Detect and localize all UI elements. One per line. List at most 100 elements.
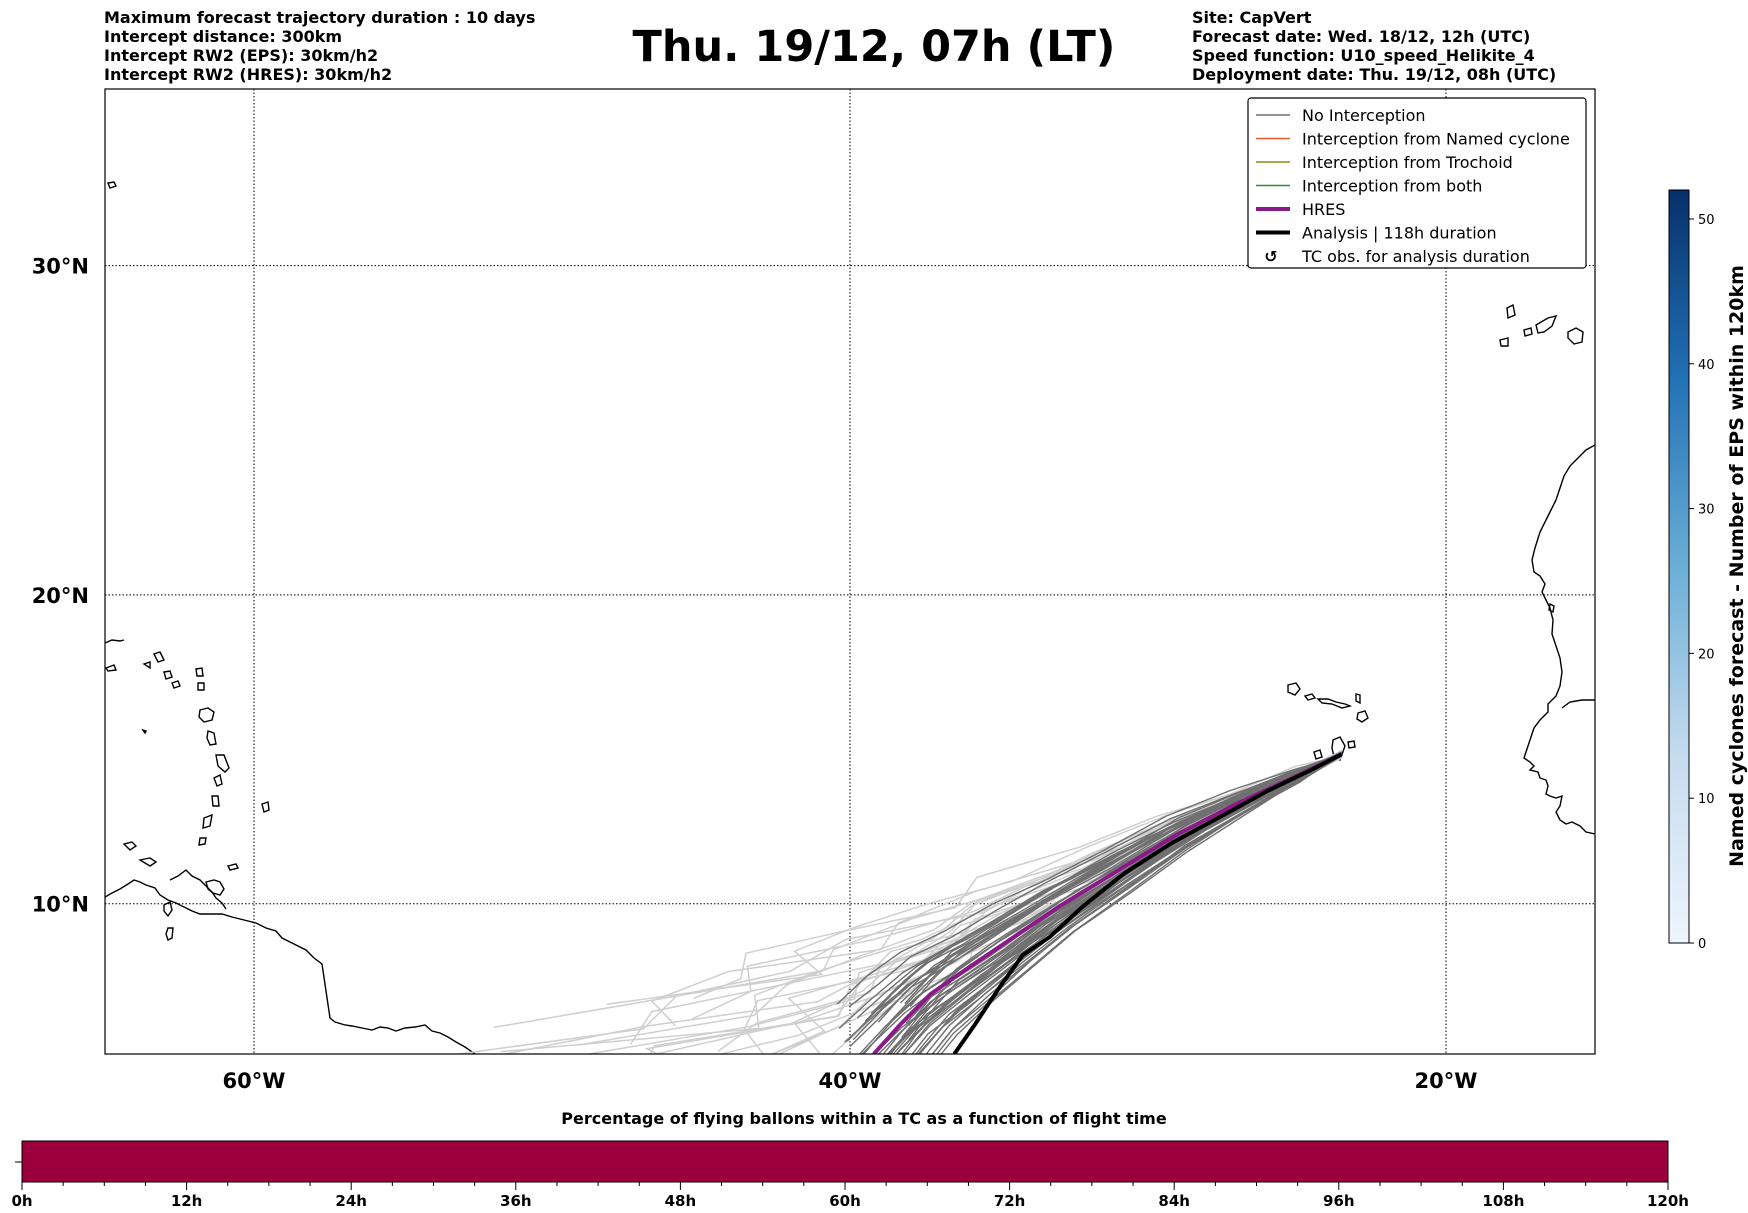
coast-south-america [105,879,476,1054]
legend-entry-label: Interception from Trochoid [1302,153,1513,172]
map-frame [104,88,1596,1055]
deployment-date-text: Deployment date: Thu. 19/12, 08h (UTC) [1192,65,1557,84]
coast-cape-verde-boa-vista [1356,710,1369,723]
coast-antilles-7 [198,707,215,723]
flight-bar-tick-label: 48h [665,1192,697,1210]
trajectories [453,749,1343,1054]
flight-bar-tick-label: 96h [1323,1192,1355,1210]
coast-antilles-2 [105,664,117,672]
flight-bar-tick-label: 0h [11,1192,32,1210]
coast-cape-verde-sal [1355,693,1361,705]
lon-tick-label: 60°W [223,1069,286,1093]
coast-africa-bit-2 [1548,602,1555,614]
legend-entry-label: TC obs. for analysis duration [1301,247,1530,266]
colorbar-tick-label: 0 [1698,937,1706,952]
coast-tobago [226,863,240,871]
coast-antilles-12 [202,813,213,829]
coast-canary-4 [1535,314,1558,334]
flight-bar-title: Percentage of flying ballons within a TC… [561,1109,1167,1128]
lat-tick-label: 30°N [32,255,89,279]
coast-africa-bit-1 [1561,699,1595,709]
speed-function-text: Speed function: U10_speed_Helikite_4 [1192,46,1535,65]
coast-cape-verde-sao-vicente [1303,693,1317,701]
coast-small-2 [171,680,181,689]
legend-box [1247,97,1587,269]
header-right-info: Site: CapVert Forecast date: Wed. 18/12,… [1192,8,1556,84]
colorbar-tick-label: 50 [1698,213,1715,228]
hres-trajectory [872,752,1343,1054]
intercept-hres-text: Intercept RW2 (HRES): 30km/h2 [104,65,393,84]
colorbar-tick-label: 10 [1698,792,1715,807]
coast-antilles-10 [213,773,223,787]
lon-tick-label: 40°W [819,1069,882,1093]
coast-canary-3 [1523,327,1533,337]
coast-small-1 [142,661,151,670]
flight-bar-tick-label: 72h [994,1192,1026,1210]
flight-bar-tick-label: 12h [171,1192,203,1210]
flight-time-bar: Percentage of flying ballons within a TC… [11,1109,1689,1210]
header-left-info: Maximum forecast trajectory duration : 1… [104,8,535,84]
coast-curacao [138,857,158,867]
map-legend: No Interception Interception from Named c… [1247,97,1587,269]
coast-antilles-13 [198,837,207,846]
legend-entry-label: No Interception [1302,106,1426,125]
coast-cape-verde-fogo [1313,749,1323,760]
coast-small-3 [141,728,147,735]
ensemble-trajectory [903,754,1343,1054]
coast-canary-2 [1499,337,1509,347]
colorbar-tick-label: 40 [1698,358,1715,373]
flight-bar-tick-label: 120h [1647,1192,1689,1210]
flight-bar-fill [21,1140,1669,1183]
colorbar: Named cyclones forecast - Number of EPS … [1668,189,1748,952]
flight-bar-tick-label: 24h [335,1192,367,1210]
ensemble-trajectory [876,753,1342,1011]
coast-antilles-8 [206,730,217,746]
flight-bar-tick-label: 108h [1482,1192,1524,1210]
map-tick-labels: 10°N 20°N 30°N 60°W 40°W 20°W [32,255,1478,1093]
ensemble-trajectory [836,755,1342,1005]
legend-entry-label: Interception from both [1302,177,1482,196]
coast-antilles-6 [197,682,205,691]
coast-west-africa [1523,444,1595,835]
lat-tick-label: 10°N [32,893,89,917]
coast-caribbean-island-1 [163,900,173,918]
legend-entry-label: HRES [1302,200,1345,219]
coast-cape-verde-maio [1347,740,1356,749]
lon-tick-label: 20°W [1415,1069,1478,1093]
ensemble-trajectory [899,755,1342,1004]
intercept-eps-text: Intercept RW2 (EPS): 30km/h2 [104,46,379,65]
lat-tick-label: 20°N [32,584,89,608]
colorbar-gradient [1668,189,1690,944]
flight-bar-tick-label: 60h [829,1192,861,1210]
coast-caribbean-island-2 [165,927,174,941]
coast-cape-verde-santiago [1331,736,1346,761]
coast-antilles-4 [163,670,173,680]
site-text: Site: CapVert [1192,8,1312,27]
ensemble-trajectory-faded [606,754,1342,1006]
coast-antilles-1 [105,639,125,644]
flight-bar-tick-label: 36h [500,1192,532,1210]
intercept-distance-text: Intercept distance: 300km [104,27,343,46]
coast-antilles-5 [195,667,204,677]
max-duration-text: Maximum forecast trajectory duration : 1… [104,8,536,27]
coast-antilles-3 [153,651,165,663]
coast-grenadines [122,841,138,851]
coast-barbados [261,801,270,813]
ensemble-trajectory [936,751,1343,1054]
colorbar-label: Named cyclones forecast - Number of EPS … [1726,265,1748,867]
colorbar-tick-label: 30 [1698,503,1715,518]
coast-island-left [107,181,117,189]
coast-venezuela-peninsula [169,869,227,910]
flight-bar-tick-label: 84h [1158,1192,1190,1210]
coast-cape-verde-sao-nicolau [1316,698,1353,709]
forecast-date-text: Forecast date: Wed. 18/12, 12h (UTC) [1192,27,1531,46]
coast-antilles-11 [211,795,220,807]
coastlines [105,181,1595,1054]
coast-trinidad [205,879,225,896]
map-title: Thu. 19/12, 07h (LT) [632,22,1116,72]
coast-antilles-9 [215,754,230,773]
legend-entry-label: Interception from Named cyclone [1302,130,1570,149]
coast-cape-verde-santo-antao [1287,682,1301,696]
colorbar-tick-label: 20 [1698,647,1715,662]
